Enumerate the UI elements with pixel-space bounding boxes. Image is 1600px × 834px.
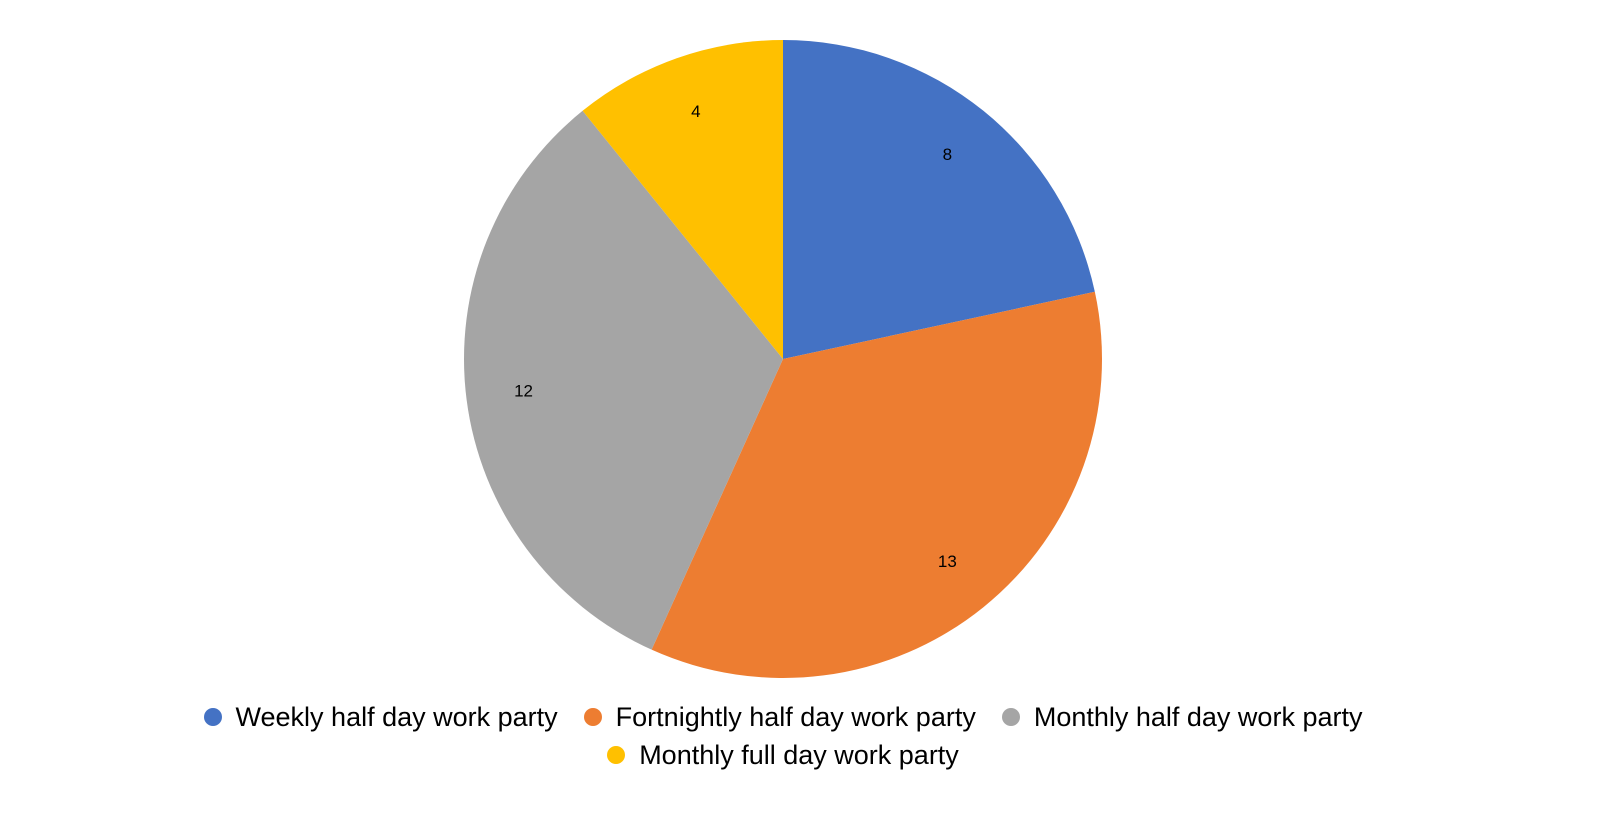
legend-item: Weekly half day work party (203, 702, 558, 732)
legend: Weekly half day work party Fortnightly ha… (113, 702, 1453, 770)
legend-label: Weekly half day work party (235, 702, 558, 732)
legend-marker (1001, 708, 1020, 726)
data-label: 13 (938, 552, 957, 571)
legend-label: Monthly half day work party (1033, 702, 1363, 732)
legend-item: Fortnightly half day work party (583, 702, 976, 732)
legend-marker (203, 708, 222, 726)
legend-marker (583, 708, 602, 726)
data-label: 8 (943, 145, 952, 164)
pie-slice (651, 291, 1102, 678)
legend-label: Fortnightly half day work party (615, 702, 976, 732)
legend-item: Monthly full day work party (607, 740, 959, 770)
data-label: 12 (514, 382, 533, 401)
pie-slice (582, 40, 783, 359)
legend-item: Monthly half day work party (1001, 702, 1363, 732)
data-label: 4 (691, 102, 700, 121)
pie-slice (783, 40, 1095, 359)
legend-marker (607, 746, 626, 764)
legend-label: Monthly full day work party (639, 740, 959, 770)
pie-slice (463, 110, 783, 650)
